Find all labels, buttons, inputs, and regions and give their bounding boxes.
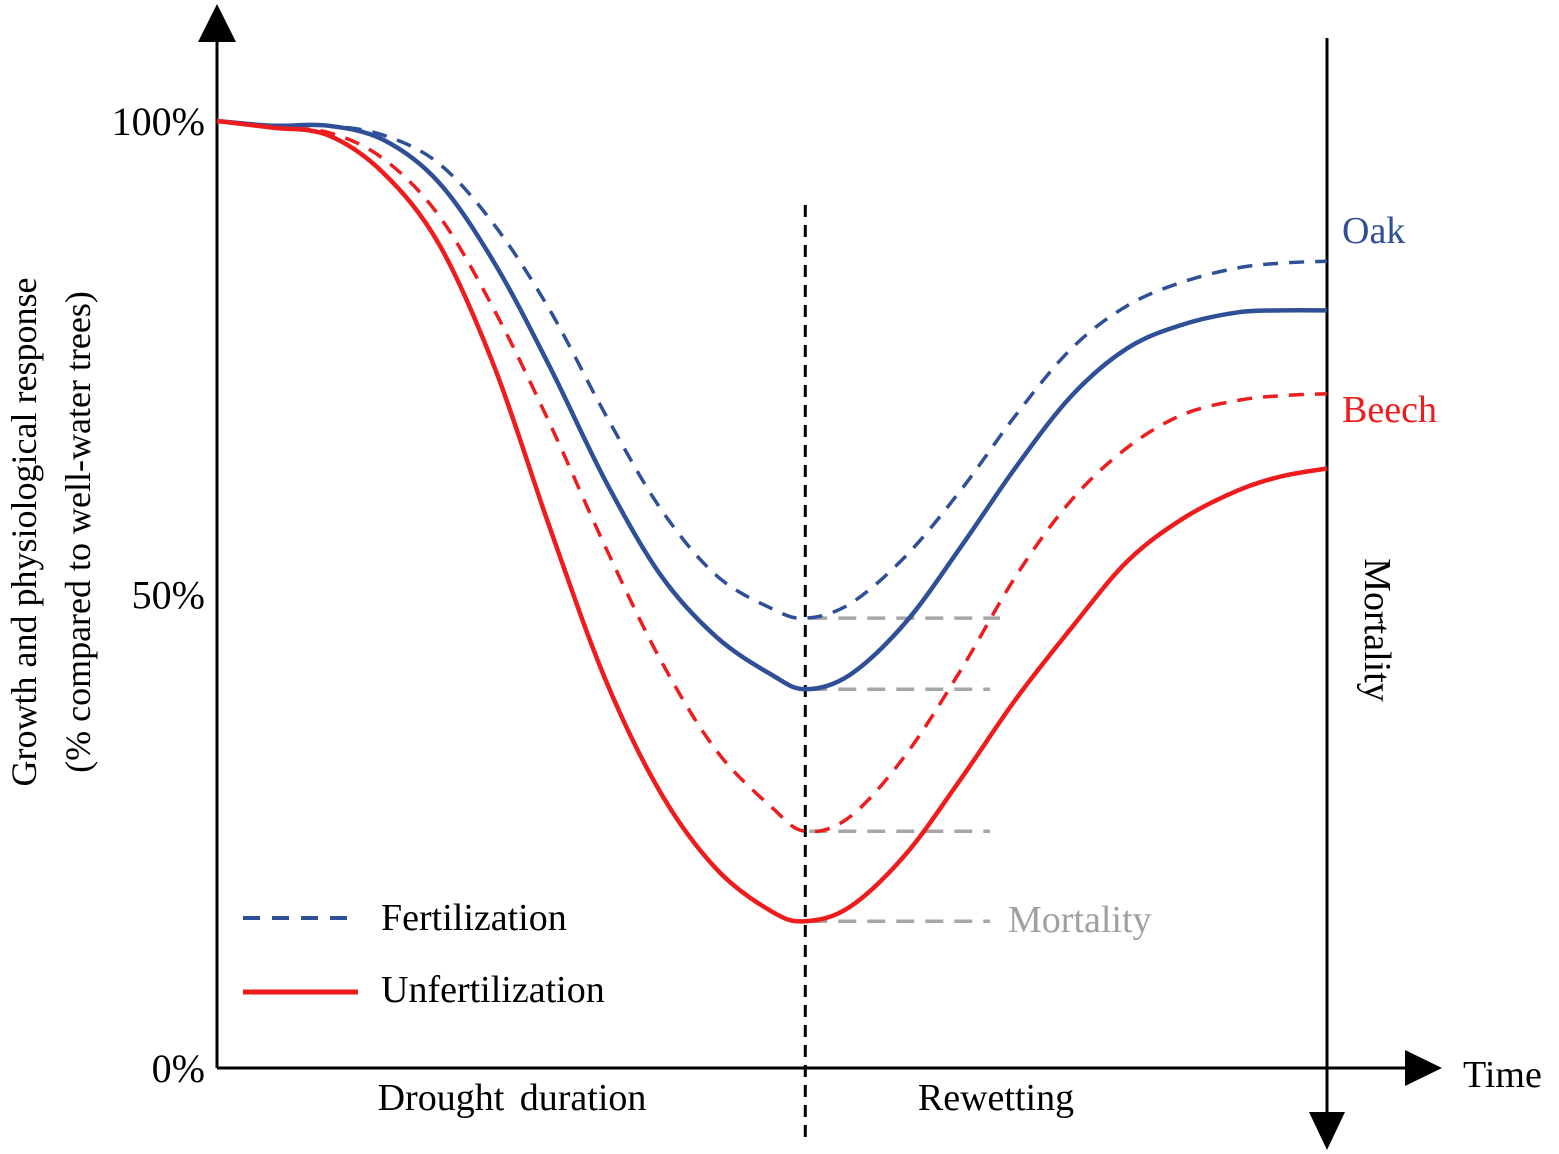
legend-label-unfertilization: Unfertilization bbox=[381, 969, 605, 1011]
series-line-beech-unfertilized bbox=[216, 118, 1328, 924]
series-line-beech-fertilized bbox=[216, 119, 1328, 834]
legend-label-fertilization: Fertilization bbox=[381, 897, 567, 939]
y-axis-arrowhead bbox=[198, 4, 236, 42]
y-axis-title-line1: Growth and physiological response bbox=[4, 278, 44, 787]
oak-label: Oak bbox=[1342, 210, 1405, 252]
x-axis-arrowhead bbox=[1405, 1050, 1442, 1086]
y-tick-label: 50% bbox=[132, 573, 205, 618]
mortality-threshold-label: Mortality bbox=[1008, 899, 1152, 941]
y-tick-label: 0% bbox=[152, 1046, 205, 1091]
x-axis-title: Time bbox=[1463, 1054, 1542, 1096]
legend-item-fertilization: Fertilization bbox=[243, 897, 567, 939]
axes bbox=[198, 4, 1442, 1150]
y-tick-labels: 0% 50% 100% bbox=[112, 99, 205, 1091]
beech-label: Beech bbox=[1342, 389, 1437, 431]
rewetting-label: Rewetting bbox=[918, 1077, 1074, 1119]
series-line-oak-unfertilized bbox=[216, 118, 1328, 692]
drought-duration-label: Drought duration bbox=[378, 1077, 647, 1119]
legend: Fertilization Unfertilization bbox=[243, 897, 605, 1011]
y-tick-label: 100% bbox=[112, 99, 205, 144]
mortality-axis-arrowhead bbox=[1309, 1112, 1345, 1150]
y-axis-title-line2: (% compared to well-water trees) bbox=[58, 291, 98, 773]
mortality-axis-label: Mortality bbox=[1356, 558, 1398, 702]
series-line-oak-fertilized bbox=[216, 119, 1328, 621]
mortality-threshold-lines bbox=[809, 616, 1000, 923]
legend-item-unfertilization: Unfertilization bbox=[243, 969, 605, 1011]
series-layer bbox=[216, 118, 1328, 924]
y-axis-title: Growth and physiological response (% com… bbox=[4, 278, 98, 787]
